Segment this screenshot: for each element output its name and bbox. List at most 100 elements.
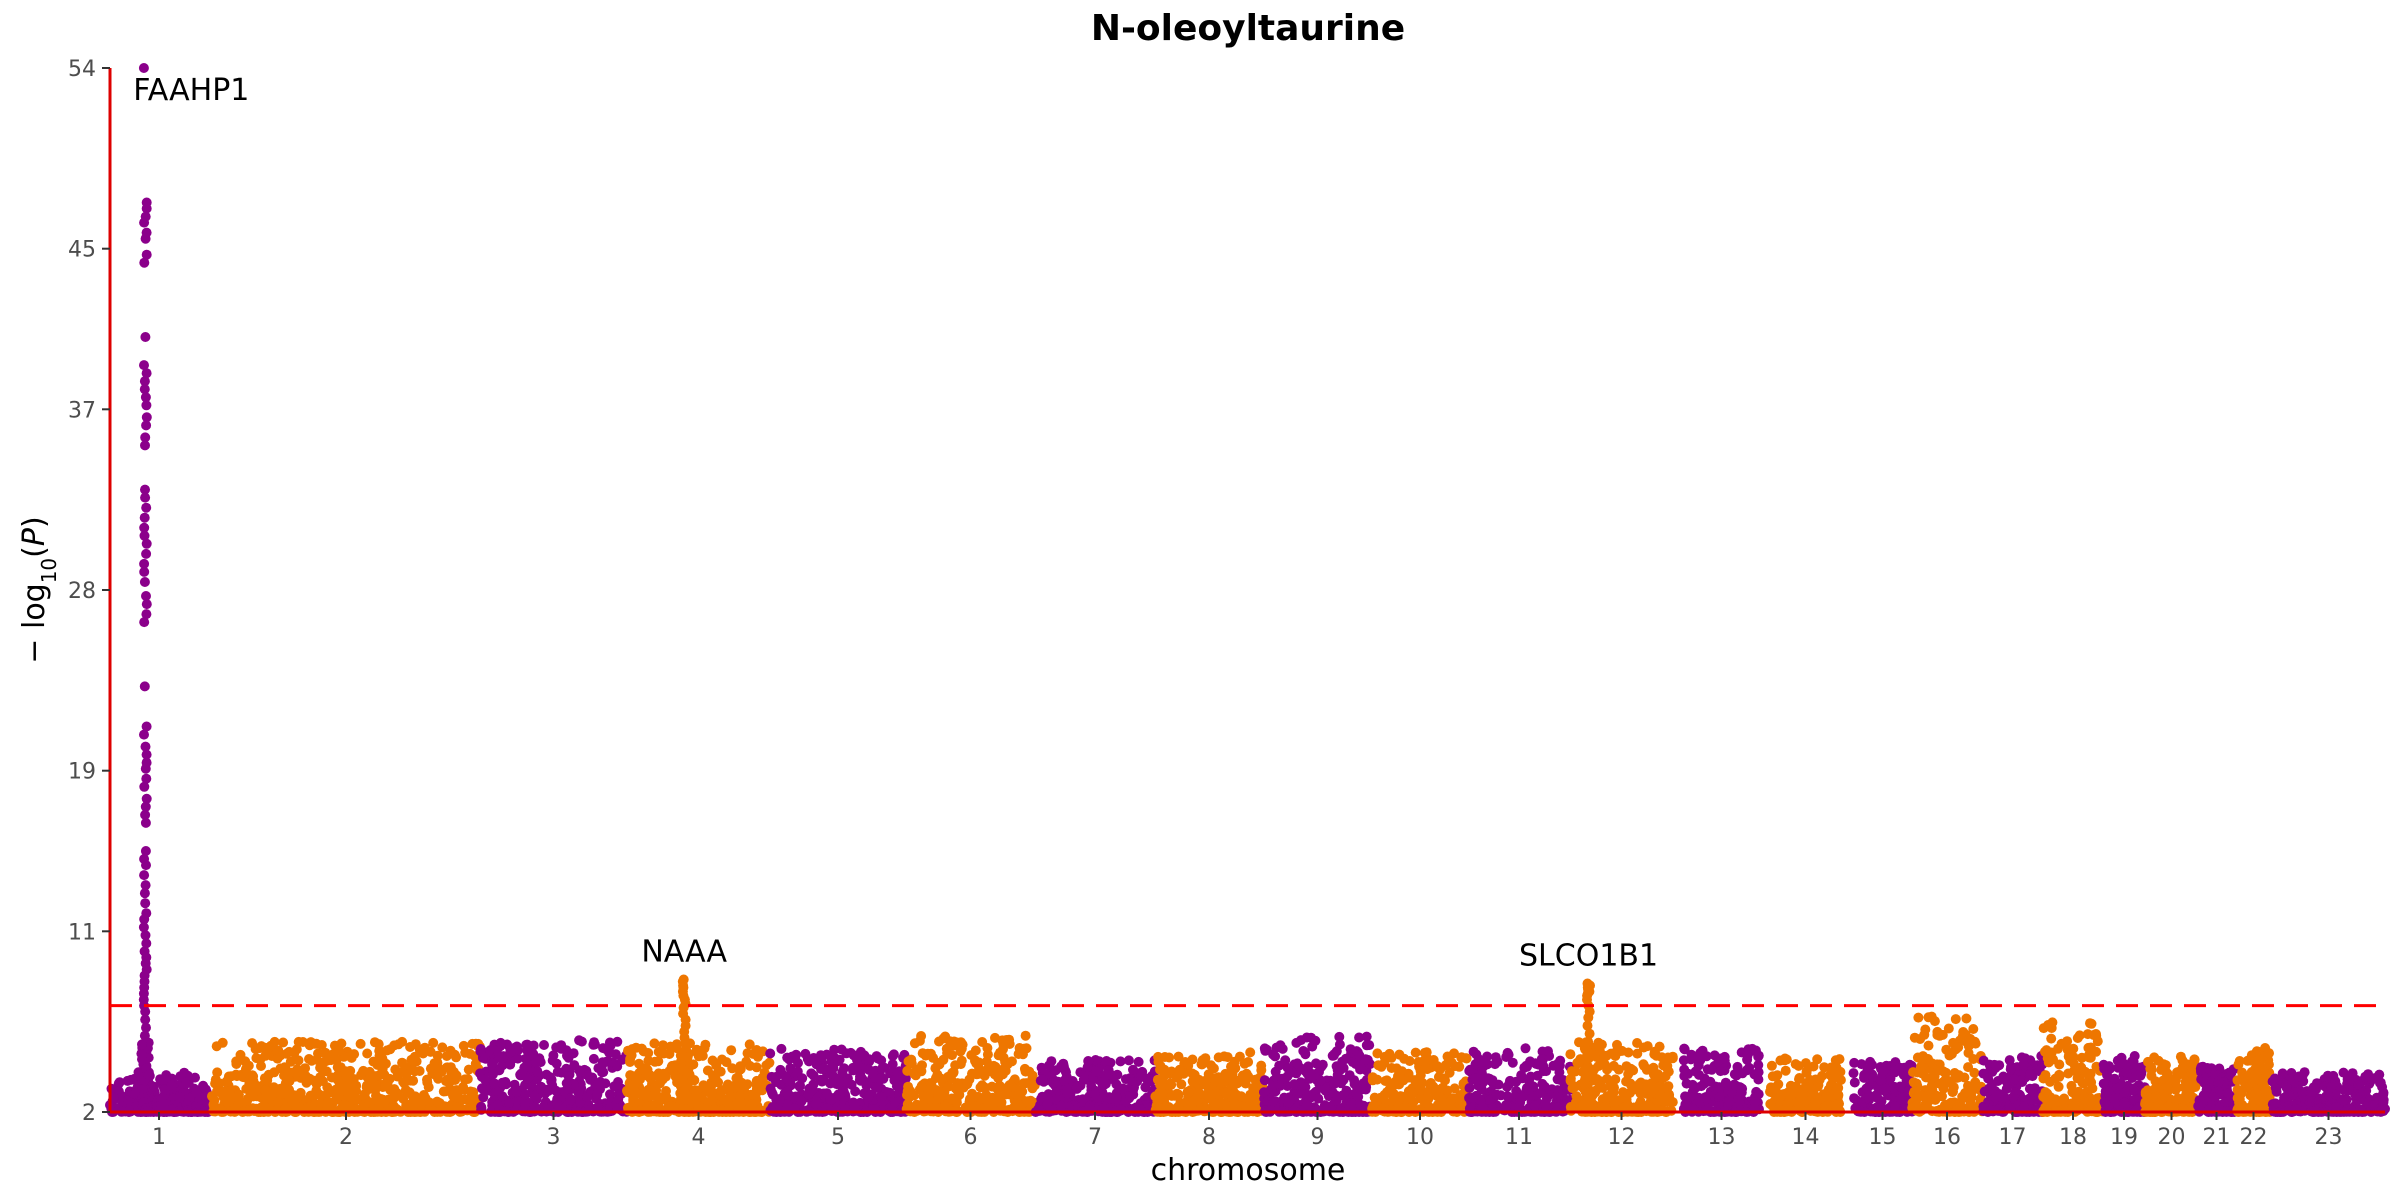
snp-point-chr6: [902, 1065, 913, 1076]
snp-point-chr9: [1305, 1068, 1316, 1079]
snp-point-chr2: [390, 1064, 401, 1075]
snp-point-chr2: [290, 1054, 301, 1065]
snp-point-chr8: [1215, 1078, 1225, 1089]
snp-point-chr6: [989, 1069, 1000, 1080]
snp-point-chr12: [1655, 1090, 1666, 1101]
snp-point-chr6: [981, 1094, 992, 1105]
snp-point-chr3: [600, 1078, 611, 1089]
snp-point-chr2: [224, 1089, 235, 1100]
snp-point-chr14: [1767, 1086, 1777, 1097]
snp-point-chr2: [408, 1075, 419, 1086]
snp-point-chr9: [1351, 1090, 1362, 1101]
snp-point-chr16: [1921, 1091, 1932, 1102]
snp-point-chr5: [887, 1051, 898, 1061]
snp-point-chr12: [1609, 1097, 1620, 1108]
snp-point-chr7: [1056, 1100, 1067, 1111]
snp-point-chr8: [1197, 1059, 1208, 1070]
snp-point-chr3: [575, 1097, 586, 1108]
snp-point-chr2: [405, 1042, 416, 1052]
snp-point-chr9: [1315, 1075, 1326, 1086]
snp-point-chr18: [2046, 1033, 2057, 1044]
snp-point-chr5: [833, 1056, 844, 1067]
snp-point-chr17: [1989, 1105, 2000, 1116]
snp-point-chr11: [1511, 1076, 1522, 1087]
snp-point-chr19: [2129, 1085, 2140, 1095]
snp-point-chr11: [1467, 1092, 1478, 1103]
snp-point-chr2: [286, 1067, 297, 1078]
snp-point-chr3: [561, 1078, 572, 1089]
snp-point-chr7: [1111, 1091, 1122, 1102]
snp-point-chr9: [1311, 1058, 1321, 1069]
snp-point-chr15: [1861, 1083, 1872, 1094]
snp-point-chr12: [1596, 1055, 1607, 1065]
snp-point-chr6: [990, 1097, 1001, 1107]
snp-point-chr16: [1969, 1080, 1980, 1091]
snp-point-chr3: [552, 1066, 563, 1077]
snp-point-chr6: [917, 1060, 927, 1071]
snp-point-chr9: [1298, 1046, 1309, 1056]
snp-point-chr16: [1915, 1034, 1926, 1044]
snp-point-chr16: [1923, 1040, 1934, 1051]
snp-point-chr9: [1301, 1089, 1312, 1099]
snp-point-chr5: [850, 1102, 861, 1113]
snp-point-chr4: [700, 1039, 711, 1050]
snp-point-chr5: [803, 1089, 814, 1100]
snp-point-chr15: [1889, 1065, 1900, 1076]
snp-point-chr6: [975, 1082, 986, 1093]
snp-point-chr12: [1625, 1078, 1636, 1089]
snp-point-chr10: [1367, 1075, 1378, 1086]
snp-point-chr6: [951, 1097, 962, 1108]
snp-point-chr2: [424, 1097, 434, 1108]
snp-point-chr5: [837, 1067, 848, 1078]
snp-point-chr2: [358, 1065, 369, 1076]
snp-point-chr3: [551, 1085, 561, 1096]
snp-point-chr16: [1969, 1036, 1980, 1047]
snp-point-chr19: [2116, 1052, 2127, 1063]
snp-point-chr2: [233, 1089, 244, 1100]
snp-point-chr6: [955, 1040, 965, 1051]
snp-point-chr8: [1227, 1069, 1238, 1080]
snp-point-chr19: [2112, 1083, 2123, 1094]
snp-point-chr5: [841, 1048, 852, 1059]
snp-point-chr18: [2056, 1038, 2067, 1049]
snp-point-chr10: [1443, 1098, 1454, 1109]
snp-point-chr8: [1245, 1047, 1256, 1058]
snp-point-chr6: [1018, 1043, 1029, 1054]
snp-point-chr16: [1947, 1087, 1958, 1098]
snp-point-chr17: [1990, 1092, 2001, 1103]
snp-point-chr4: [744, 1039, 755, 1050]
snp-point-chr10: [1386, 1063, 1397, 1073]
snp-point-chr2: [349, 1049, 360, 1060]
snp-point-chr16: [1957, 1031, 1968, 1041]
snp-point-chr2: [210, 1078, 221, 1089]
snp-point-chr16: [1927, 1058, 1938, 1069]
snp-point-chr6: [904, 1092, 915, 1103]
snp-point-chr11: [1515, 1097, 1526, 1108]
snp-point-chr2: [332, 1062, 343, 1073]
snp-point-chr2: [269, 1036, 280, 1047]
snp-point-chr6: [933, 1058, 944, 1068]
snp-point-chr4: [653, 1056, 664, 1067]
snp-point-chr16: [1940, 1067, 1951, 1078]
snp-point-chr2: [440, 1086, 451, 1097]
snp-point-chr12: [1565, 1049, 1576, 1060]
snp-point-chr2: [388, 1100, 399, 1111]
snp-point-chr4: [630, 1086, 640, 1097]
snp-point-chr5: [855, 1046, 866, 1057]
snp-point-chr2: [247, 1038, 258, 1049]
snp-point-chr10: [1410, 1047, 1421, 1058]
snp-point-chr3: [475, 1046, 486, 1057]
snp-point-chr10: [1379, 1089, 1390, 1100]
snp-point-chr5: [806, 1068, 817, 1079]
snp-point-chr9: [1259, 1087, 1269, 1098]
snp-point-chr4: [628, 1071, 639, 1082]
snp-point-chr4: [753, 1078, 763, 1089]
snp-point-chr8: [1202, 1082, 1213, 1093]
snp-point-chr11: [1477, 1056, 1488, 1067]
snp-point-chr11: [1529, 1100, 1540, 1111]
snp-point-chr8: [1219, 1051, 1230, 1062]
snp-point-chr3: [551, 1058, 562, 1069]
snp-point-chr12: [1613, 1064, 1624, 1075]
snp-point-chr1: [122, 1075, 133, 1086]
snp-point-chr10: [1428, 1086, 1439, 1097]
